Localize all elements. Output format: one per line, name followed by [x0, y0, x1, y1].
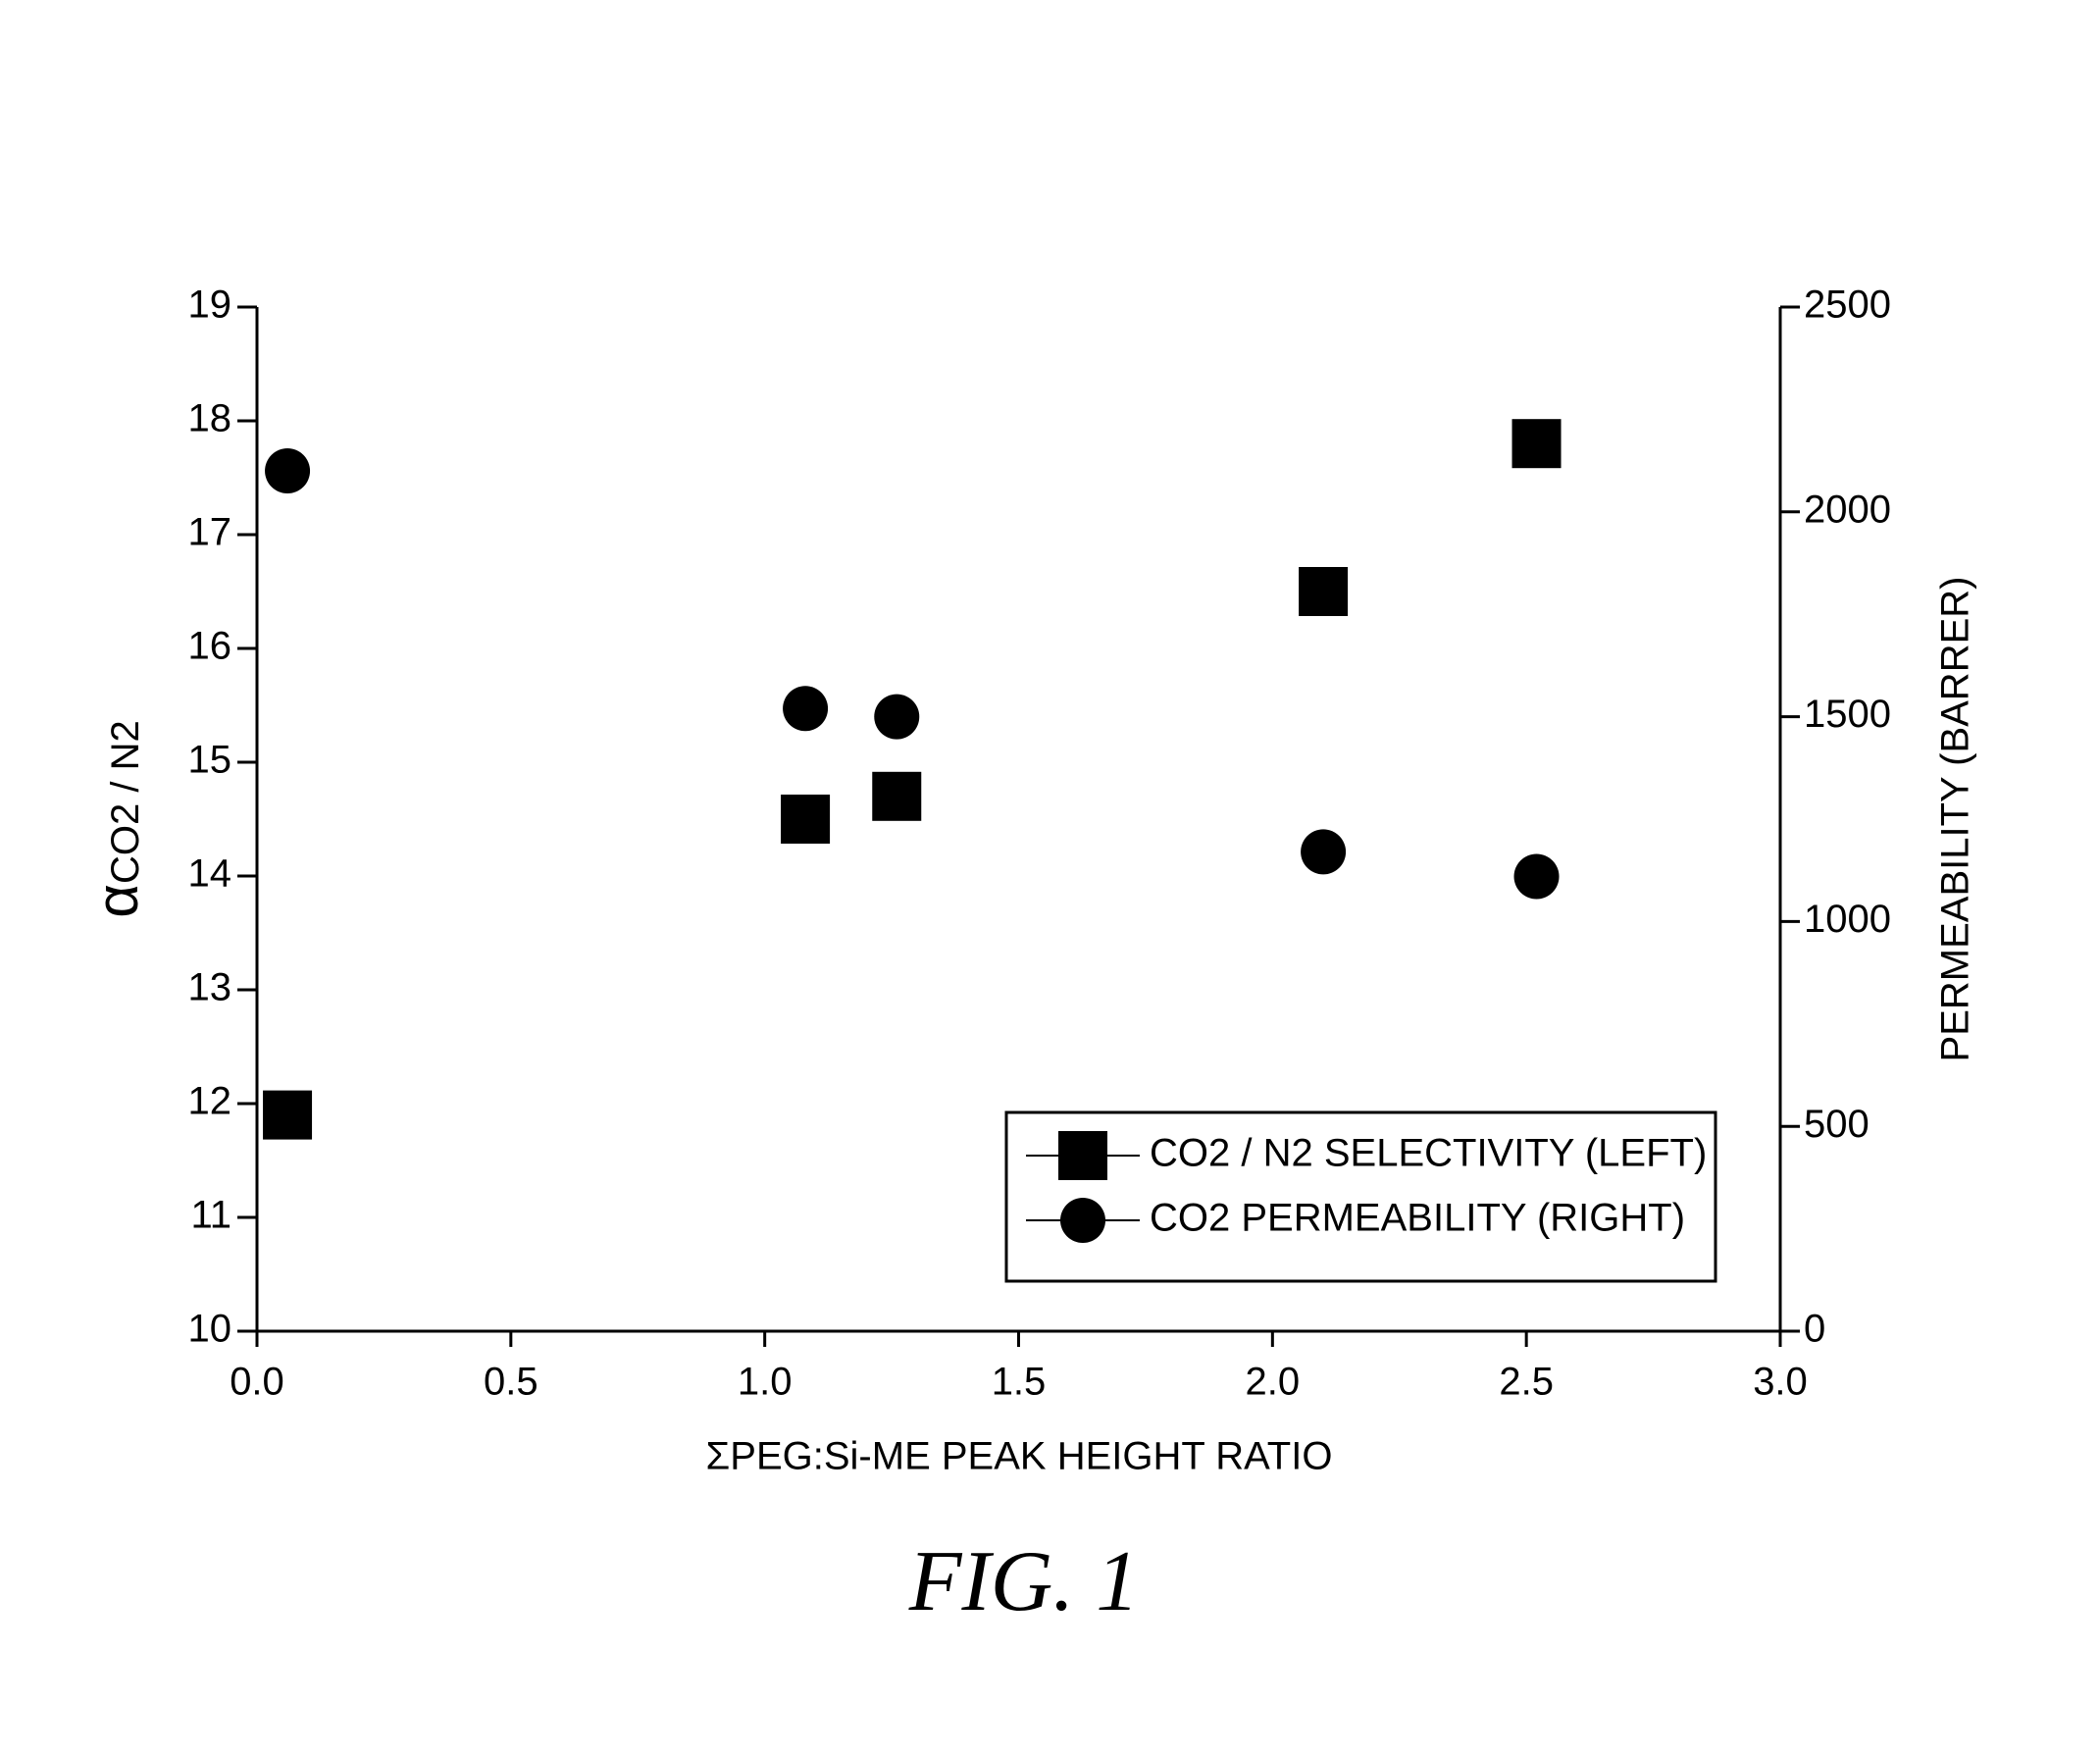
figure-caption: FIG. 1: [908, 1534, 1140, 1629]
y-axis-subscript: CO2 / N2: [104, 720, 147, 884]
chart: ΣPEG:Si-ME PEAK HEIGHT RATIO PERMEABILIT…: [0, 0, 2100, 1753]
y-tick-label: 10: [188, 1308, 232, 1351]
x-tick-label: 0.0: [230, 1361, 284, 1404]
y2-tick-label: 1000: [1804, 898, 1891, 941]
y2-tick-label: 2000: [1804, 488, 1891, 531]
y-tick-label: 17: [188, 511, 232, 554]
y-axis-label: αCO2 / N2: [84, 720, 150, 917]
circle-marker: [874, 695, 919, 740]
square-marker: [1512, 419, 1562, 468]
x-tick-label: 1.5: [992, 1361, 1047, 1404]
x-tick-label: 2.0: [1246, 1361, 1301, 1404]
circle-marker: [1301, 829, 1346, 874]
legend-label: CO2 PERMEABILITY (RIGHT): [1150, 1197, 1685, 1240]
y2-tick-label: 0: [1804, 1308, 1825, 1351]
y-tick-label: 15: [188, 739, 232, 782]
y2-tick-label: 1500: [1804, 693, 1891, 736]
page: ΣPEG:Si-ME PEAK HEIGHT RATIO PERMEABILIT…: [0, 0, 2100, 1753]
x-tick-label: 0.5: [484, 1361, 538, 1404]
y-tick-label: 13: [188, 966, 232, 1009]
y-tick-label: 14: [188, 852, 232, 896]
y-tick-label: 11: [190, 1194, 231, 1237]
square-marker: [1058, 1131, 1107, 1180]
y-tick-label: 18: [188, 397, 232, 440]
y-axis-symbol: α: [84, 884, 150, 918]
y-tick-label: 12: [188, 1080, 232, 1123]
circle-marker: [783, 686, 828, 731]
x-tick-label: 2.5: [1499, 1361, 1554, 1404]
x-tick-label: 3.0: [1753, 1361, 1808, 1404]
legend-label: CO2 / N2 SELECTIVITY (LEFT): [1150, 1132, 1707, 1175]
square-marker: [781, 795, 830, 844]
y2-axis-label: PERMEABILITY (BARRER): [1934, 577, 1977, 1062]
x-tick-label: 1.0: [738, 1361, 793, 1404]
circle-marker: [265, 448, 310, 493]
y-tick-label: 16: [188, 625, 232, 668]
x-axis-label: ΣPEG:Si-ME PEAK HEIGHT RATIO: [706, 1435, 1333, 1478]
square-marker: [1299, 567, 1348, 616]
circle-marker: [1060, 1198, 1105, 1243]
square-marker: [872, 772, 921, 821]
y2-tick-label: 500: [1804, 1103, 1870, 1146]
square-marker: [263, 1091, 312, 1140]
circle-marker: [1514, 853, 1560, 899]
y2-tick-label: 2500: [1804, 284, 1891, 327]
y-tick-label: 19: [188, 284, 232, 327]
